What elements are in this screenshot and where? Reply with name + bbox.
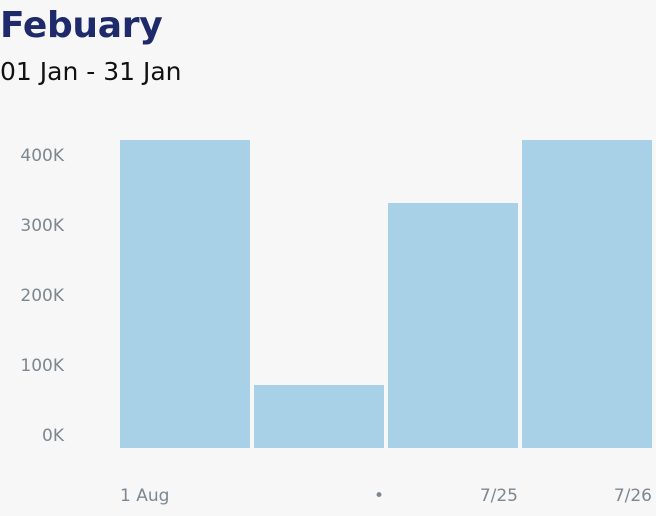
bar-series bbox=[120, 140, 652, 448]
x-tick-label: 1 Aug bbox=[120, 486, 169, 506]
bar[interactable] bbox=[388, 203, 518, 448]
y-tick-label: 200K bbox=[20, 286, 64, 306]
chart-subtitle: 01 Jan - 31 Jan bbox=[0, 57, 182, 86]
bar[interactable] bbox=[120, 140, 250, 448]
y-tick-label: 300K bbox=[20, 216, 64, 236]
y-axis-ticks: 0K 100K 200K 300K 400K bbox=[20, 146, 64, 446]
x-tick-label: • bbox=[374, 486, 384, 506]
x-tick-label: 7/25 bbox=[480, 486, 518, 506]
bar[interactable] bbox=[254, 385, 384, 448]
x-axis-ticks: 1 Aug • 7/25 7/26 bbox=[120, 486, 652, 506]
y-tick-label: 100K bbox=[20, 356, 64, 376]
chart-title: Febuary bbox=[0, 5, 163, 46]
y-tick-label: 0K bbox=[42, 426, 65, 446]
x-tick-label: 7/26 bbox=[614, 486, 652, 506]
y-tick-label: 400K bbox=[20, 146, 64, 166]
bar[interactable] bbox=[522, 140, 652, 448]
